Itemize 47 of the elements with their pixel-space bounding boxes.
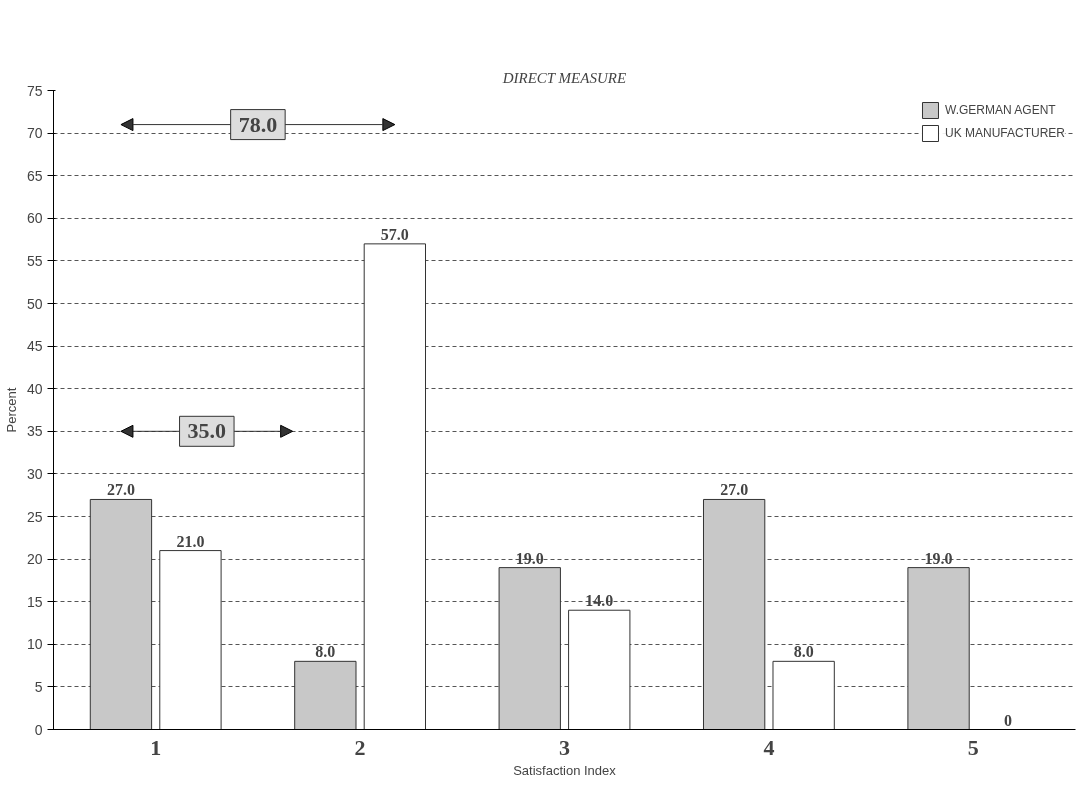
annotation: 78.0 <box>238 111 278 137</box>
x-tick-label: 2 <box>354 734 366 760</box>
y-tick-label: 70 <box>26 125 43 142</box>
data-label: 14.0 <box>585 592 614 610</box>
y-tick-label: 10 <box>26 636 43 653</box>
bar <box>498 567 561 730</box>
y-tick-label: 75 <box>26 82 43 99</box>
y-tick-label: 45 <box>26 338 43 355</box>
bar <box>568 609 631 730</box>
x-tick-label: 1 <box>150 734 162 760</box>
bar <box>907 567 970 730</box>
y-tick-label: 50 <box>26 295 43 312</box>
annotation: 35.0 <box>187 418 227 444</box>
y-tick-label: 35 <box>26 423 43 440</box>
chart-title: DIRECT MEASURE <box>501 69 627 86</box>
bar <box>363 243 427 730</box>
x-axis-title: Satisfaction Index <box>513 762 617 778</box>
bar <box>294 660 357 730</box>
y-tick-label: 5 <box>34 678 43 695</box>
data-label: 8.0 <box>315 643 336 661</box>
y-tick-label: 0 <box>34 721 43 738</box>
y-tick-label: 65 <box>26 167 43 184</box>
y-tick-label: 40 <box>26 380 43 397</box>
y-tick-label: 55 <box>26 252 43 269</box>
data-label: 0 <box>1004 711 1013 729</box>
bar <box>702 498 766 730</box>
y-tick-label: 30 <box>26 465 43 482</box>
y-axis-title: Percent <box>3 387 19 433</box>
y-tick-label: 20 <box>26 551 43 568</box>
y-tick-label: 25 <box>26 508 43 525</box>
data-label: 27.0 <box>106 481 135 499</box>
data-label: 57.0 <box>380 225 409 243</box>
x-tick-label: 5 <box>967 734 979 760</box>
data-label: 19.0 <box>515 549 544 567</box>
bar <box>159 550 222 730</box>
data-label: 21.0 <box>176 532 205 550</box>
data-label: 19.0 <box>924 549 953 567</box>
legend-label: W.GERMAN AGENT <box>944 103 1056 117</box>
data-label: 27.0 <box>720 481 749 499</box>
bar <box>89 498 153 730</box>
x-tick-label: 3 <box>559 734 570 760</box>
legend-label: UK MANUFACTURER <box>944 126 1065 140</box>
x-tick-label: 4 <box>763 734 775 760</box>
data-label: 8.0 <box>793 643 814 661</box>
bar <box>772 660 835 730</box>
y-tick-label: 15 <box>26 593 43 610</box>
y-tick-label: 60 <box>26 210 43 227</box>
